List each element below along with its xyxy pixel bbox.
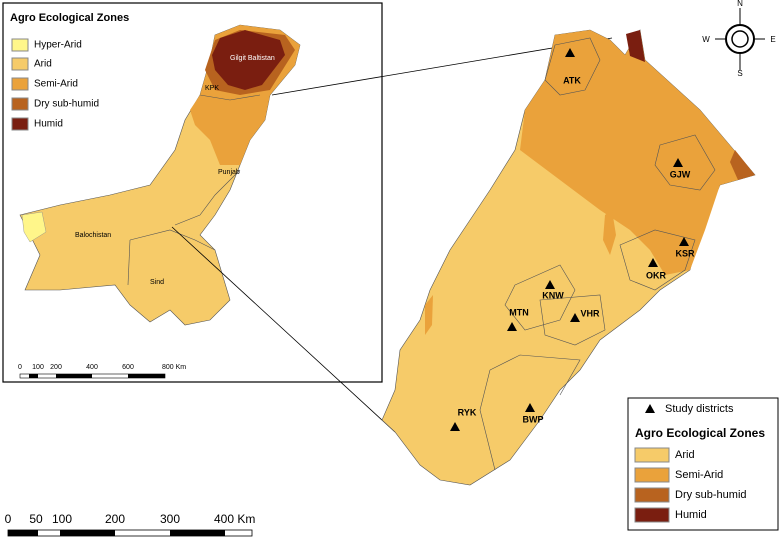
legend-label: Study districts xyxy=(665,403,734,415)
province-border xyxy=(127,239,131,286)
compass-ring xyxy=(731,30,749,48)
legend-label: Arid xyxy=(675,449,695,461)
legend-label: Semi-Arid xyxy=(675,469,723,481)
legend-label: Humid xyxy=(34,119,63,130)
district-label: RYK xyxy=(458,407,477,417)
scale-segment xyxy=(60,530,115,536)
legend-label: Humid xyxy=(675,509,707,521)
district-border xyxy=(539,294,606,346)
compass-label: S xyxy=(737,69,742,78)
swatch xyxy=(634,507,670,523)
pakistan-humid xyxy=(212,30,285,90)
district-marker xyxy=(450,422,460,431)
legend-title: Agro Ecological Zones xyxy=(635,426,765,440)
district-markers xyxy=(450,48,689,431)
region-label: KPK xyxy=(205,85,219,92)
district-border xyxy=(504,264,576,331)
district-marker xyxy=(507,322,517,331)
district-border xyxy=(479,369,496,471)
district-marker xyxy=(570,313,580,322)
pakistan-hyper-arid xyxy=(21,211,47,243)
compass-label: E xyxy=(770,35,775,44)
scale-label: 300 xyxy=(160,512,180,526)
district-border xyxy=(489,354,581,396)
region-label: Punjab xyxy=(218,169,240,176)
scale-label: 600 xyxy=(122,364,134,371)
district-label: BWP xyxy=(523,414,544,424)
scale-label: 100 xyxy=(52,512,72,526)
punjab-semi-arid xyxy=(425,295,433,335)
scale-label: 200 xyxy=(50,364,62,371)
swatch xyxy=(11,38,29,52)
legend-label: Dry sub-humid xyxy=(675,489,747,501)
punjab-semi-arid xyxy=(603,210,616,255)
district-label: ATK xyxy=(563,75,581,85)
scale-segment xyxy=(170,530,225,536)
scale-segment xyxy=(29,374,38,378)
scale-label: 400 Km xyxy=(214,512,255,526)
district-label: VHR xyxy=(580,308,600,318)
scale-label: 400 xyxy=(86,364,98,371)
scale-label: 50 xyxy=(29,512,43,526)
scale-label: 800 Km xyxy=(162,364,186,371)
compass xyxy=(715,8,765,70)
swatch xyxy=(11,117,29,131)
district-marker xyxy=(545,280,555,289)
scale-segment xyxy=(56,374,92,378)
district-label: KSR xyxy=(675,248,695,258)
province-border xyxy=(199,94,261,101)
swatch xyxy=(634,467,670,483)
punjab-humid xyxy=(626,30,645,62)
province-border xyxy=(174,169,241,226)
district-label: MTN xyxy=(509,307,529,317)
swatch xyxy=(634,487,670,503)
legend-marker xyxy=(645,404,655,413)
inset-legend-title: Agro Ecological Zones xyxy=(10,12,129,24)
swatch xyxy=(11,97,29,111)
region-label: Balochistan xyxy=(75,232,111,239)
legend-label: Dry sub-humid xyxy=(34,99,99,110)
district-border xyxy=(544,37,601,96)
compass-label: N xyxy=(737,0,743,8)
district-label: KNW xyxy=(542,290,564,300)
swatch xyxy=(11,57,29,71)
legend-label: Hyper-Arid xyxy=(34,40,82,51)
district-border xyxy=(654,134,716,191)
legend-label: Arid xyxy=(34,59,52,70)
zoom-line xyxy=(171,226,396,433)
district-label: GJW xyxy=(670,169,691,179)
district-label: OKR xyxy=(646,270,667,280)
district-border xyxy=(619,229,696,291)
region-label: Sind xyxy=(150,279,164,286)
swatch xyxy=(11,77,29,91)
region-label: Gilgit Baltistan xyxy=(230,55,275,62)
punjab-dry-subhumid xyxy=(730,150,755,180)
district-marker xyxy=(525,403,535,412)
district-borders xyxy=(479,37,716,471)
scale-segment xyxy=(128,374,165,378)
district-marker xyxy=(565,48,575,57)
scale-segment xyxy=(8,530,38,536)
swatch xyxy=(634,447,670,463)
province-border xyxy=(129,229,216,251)
compass-label: W xyxy=(702,35,710,44)
scale-label: 0 xyxy=(5,512,12,526)
district-marker xyxy=(673,158,683,167)
scale-label: 200 xyxy=(105,512,125,526)
scale-label: 100 xyxy=(32,364,44,371)
scale-bar xyxy=(7,529,253,537)
scale-label: 0 xyxy=(18,364,22,371)
district-marker xyxy=(648,258,658,267)
district-marker xyxy=(679,237,689,246)
inset-legend: Hyper-Arid Arid Semi-Arid Dry sub-humid … xyxy=(11,38,99,131)
legend-label: Semi-Arid xyxy=(34,79,78,90)
inset-scale-bar xyxy=(19,373,166,379)
